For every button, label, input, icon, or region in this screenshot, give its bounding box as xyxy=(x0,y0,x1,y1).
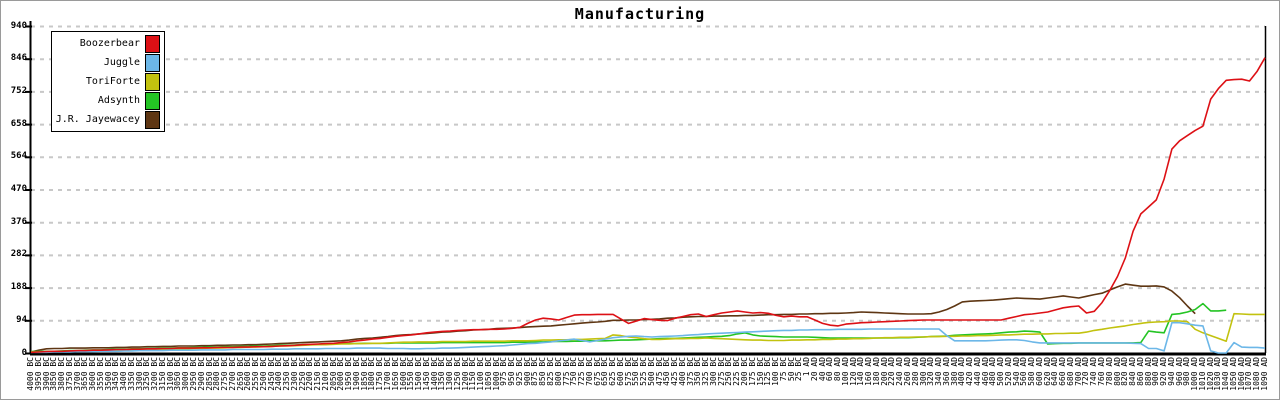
series-line-adsynth xyxy=(31,302,1227,353)
legend-item-boozerbear: Boozerbear xyxy=(52,34,164,53)
y-axis-label: 846 xyxy=(10,53,27,64)
chart-title: Manufacturing xyxy=(574,5,706,23)
legend-item-toriforte: ToriForte xyxy=(52,72,164,91)
y-axis-label: 564 xyxy=(10,151,27,162)
legend-swatch xyxy=(145,72,160,91)
legend-label: Juggle xyxy=(103,57,140,68)
y-axis-label: 188 xyxy=(10,282,27,293)
legend-label: Adsynth xyxy=(97,95,140,106)
legend-item-juggle: Juggle xyxy=(52,53,164,72)
legend-swatch xyxy=(145,34,160,53)
y-axis-label: 376 xyxy=(10,216,27,227)
y-axis-label: 940 xyxy=(10,20,27,31)
y-axis-label: 282 xyxy=(10,249,27,260)
legend-item-adsynth: Adsynth xyxy=(52,91,164,110)
legend-item-j-r-jayewacey: J.R. Jayewacey xyxy=(52,110,164,129)
legend-swatch xyxy=(145,91,160,110)
y-axis-label: 0 xyxy=(21,347,27,358)
series-line-juggle xyxy=(31,321,1266,354)
y-axis-label: 752 xyxy=(10,85,27,96)
legend-swatch xyxy=(145,53,160,72)
series-line-j-r-jayewacey xyxy=(30,283,1196,353)
y-axis-label: 658 xyxy=(10,118,27,129)
legend-label: J.R. Jayewacey xyxy=(55,114,140,125)
legend: Boozerbear Juggle ToriForte Adsynth J.R. Jay… xyxy=(51,31,165,132)
legend-label: Boozerbear xyxy=(79,38,140,49)
legend-swatch xyxy=(145,110,160,129)
y-axis-label: 94 xyxy=(16,314,27,325)
legend-label: ToriForte xyxy=(85,76,140,87)
y-axis-label: 470 xyxy=(10,184,27,194)
x-axis-label: 1090 AD xyxy=(1260,357,1269,391)
series-line-boozerbear xyxy=(30,57,1266,354)
